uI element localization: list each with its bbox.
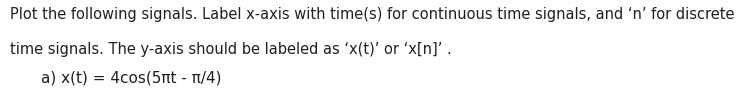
Text: a) x(t) = 4cos(5πt - π/4): a) x(t) = 4cos(5πt - π/4) bbox=[41, 70, 221, 86]
Text: Plot the following signals. Label x-axis with time(s) for continuous time signal: Plot the following signals. Label x-axis… bbox=[10, 7, 734, 22]
Text: time signals. The y-axis should be labeled as ‘x(t)’ or ‘x[n]’ .: time signals. The y-axis should be label… bbox=[10, 42, 451, 57]
